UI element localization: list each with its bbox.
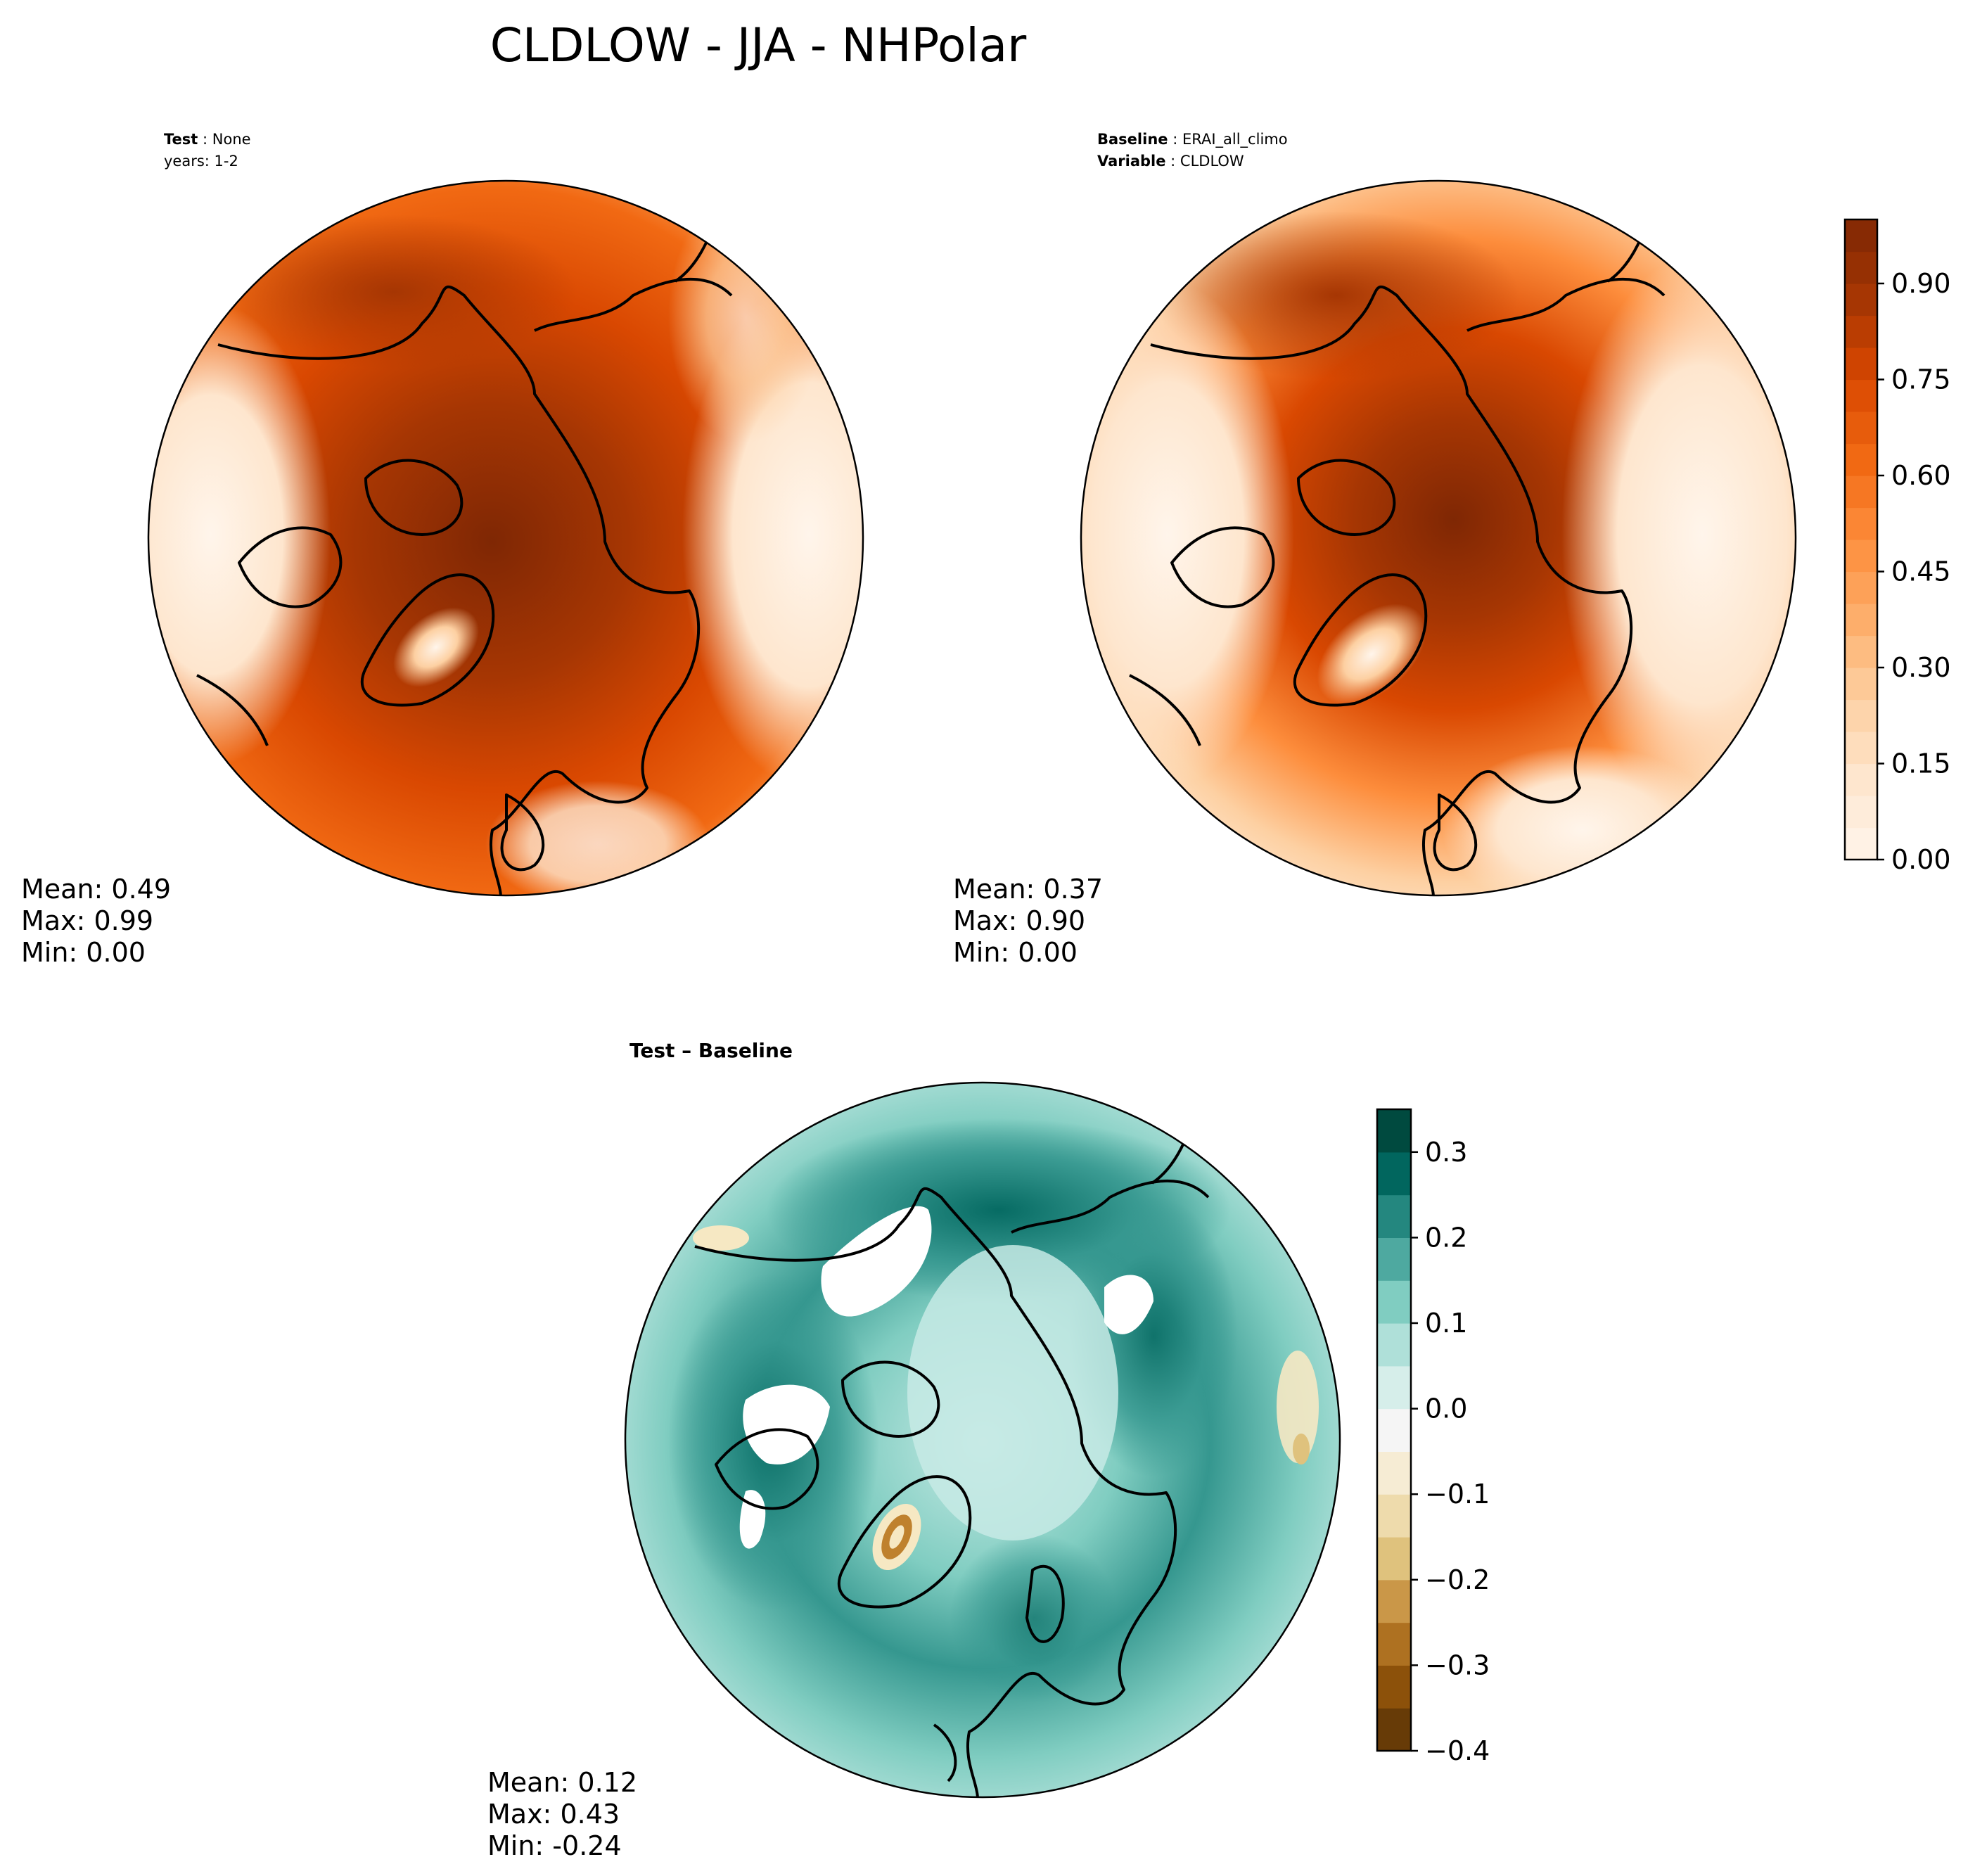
colorbar-difference-tick-label: −0.3 — [1425, 1650, 1490, 1680]
colorbar-difference-swatch — [1377, 1280, 1411, 1324]
test-label: Test : None — [164, 131, 251, 148]
baseline-label: Baseline : ERAI_all_climo — [1097, 131, 1288, 148]
variable-label-key: Variable — [1097, 153, 1165, 170]
colorbar-cloud-fraction-swatch — [1845, 604, 1877, 637]
colorbar-difference-tick-label: 0.2 — [1425, 1222, 1467, 1253]
test-label-key: Test — [164, 131, 198, 148]
colorbar-difference: 0.3 0.2 0.1 0.0 −0.1 −0.2 −0.3 −0.4 — [1376, 1108, 1490, 1766]
test-map — [148, 181, 863, 895]
colorbar-cloud-fraction-swatch — [1845, 476, 1877, 509]
baseline-label-value: ERAI_all_climo — [1182, 131, 1288, 148]
difference-min: Min: -0.24 — [487, 1830, 622, 1861]
variable-label: Variable : CLDLOW — [1097, 153, 1244, 170]
colorbar-cloud-fraction-swatch — [1845, 347, 1877, 381]
colorbar-cloud-fraction-frame — [1843, 218, 1879, 861]
colorbar-cloud-fraction-swatch — [1845, 251, 1877, 284]
test-label-value: None — [212, 131, 251, 148]
test-map-boundary — [147, 179, 864, 897]
colorbar-difference-tick-label: 0.0 — [1425, 1393, 1467, 1424]
variable-label-value: CLDLOW — [1180, 153, 1244, 170]
colorbar-cloud-fraction-swatch — [1845, 411, 1877, 445]
colorbar-difference-swatch — [1377, 1323, 1411, 1367]
colorbar-difference-tick-label: 0.1 — [1425, 1308, 1467, 1339]
colorbar-difference-tick-label: 0.3 — [1425, 1137, 1467, 1168]
colorbar-difference-tick-label: −0.4 — [1425, 1735, 1490, 1766]
colorbar-difference-swatch — [1377, 1579, 1411, 1623]
colorbar-cloud-fraction-tick-label: 0.45 — [1891, 556, 1951, 587]
colorbar-cloud-fraction-ticks: 0.00 0.15 0.30 0.45 0.60 0.75 0.90 — [1877, 268, 1951, 875]
baseline-panel: Baseline : ERAI_all_climo Variable : CLD… — [953, 131, 1797, 968]
colorbar-difference-swatch — [1377, 1451, 1411, 1495]
baseline-max: Max: 0.90 — [953, 905, 1085, 936]
colorbar-difference-ticks: 0.3 0.2 0.1 0.0 −0.1 −0.2 −0.3 −0.4 — [1411, 1137, 1490, 1766]
colorbar-difference-tick-label: −0.2 — [1425, 1564, 1490, 1595]
baseline-map — [1081, 181, 1796, 895]
test-years: years: 1-2 — [164, 153, 238, 170]
colorbar-difference-swatch — [1377, 1237, 1411, 1281]
colorbar-difference-swatch — [1377, 1494, 1411, 1538]
difference-label: Test – Baseline — [629, 1039, 793, 1062]
colorbar-cloud-fraction-swatch — [1845, 315, 1877, 348]
colorbar-difference-swatch — [1377, 1194, 1411, 1238]
test-max: Max: 0.99 — [21, 905, 153, 936]
colorbar-difference-swatch — [1377, 1365, 1411, 1410]
colorbar-cloud-fraction-swatch — [1845, 219, 1877, 253]
colorbar-cloud-fraction-tick-label: 0.75 — [1891, 364, 1951, 395]
colorbar-cloud-fraction: 0.00 0.15 0.30 0.45 0.60 0.75 0.90 — [1843, 218, 1951, 875]
colorbar-difference-swatch — [1377, 1109, 1411, 1153]
difference-mean: Mean: 0.12 — [487, 1767, 637, 1798]
colorbar-cloud-fraction-swatch — [1845, 507, 1877, 540]
colorbar-cloud-fraction-swatch — [1845, 732, 1877, 765]
colorbar-difference-tick-label: −0.1 — [1425, 1479, 1490, 1510]
colorbar-cloud-fraction-swatch — [1845, 827, 1877, 860]
colorbar-cloud-fraction-swatch — [1845, 699, 1877, 732]
colorbar-difference-swatches — [1377, 1109, 1411, 1751]
difference-panel: Test – Baseline — [487, 1039, 1341, 1861]
colorbar-cloud-fraction-swatch — [1845, 635, 1877, 668]
difference-map — [625, 1083, 1340, 1797]
colorbar-difference-swatch — [1377, 1151, 1411, 1196]
baseline-min: Min: 0.00 — [953, 937, 1078, 968]
colorbar-cloud-fraction-swatch — [1845, 443, 1877, 476]
colorbar-cloud-fraction-tick-label: 0.00 — [1891, 844, 1951, 875]
colorbar-cloud-fraction-tick-label: 0.30 — [1891, 652, 1951, 683]
colorbar-cloud-fraction-swatch — [1845, 379, 1877, 412]
colorbar-difference-frame — [1376, 1108, 1412, 1752]
colorbar-difference-swatch — [1377, 1408, 1411, 1452]
colorbar-cloud-fraction-tick-label: 0.15 — [1891, 748, 1951, 779]
colorbar-difference-swatch — [1377, 1622, 1411, 1666]
colorbar-cloud-fraction-swatch — [1845, 571, 1877, 604]
baseline-mean: Mean: 0.37 — [953, 874, 1103, 905]
colorbar-difference-swatch — [1377, 1708, 1411, 1751]
figure-title: CLDLOW - JJA - NHPolar — [490, 18, 1027, 72]
colorbar-cloud-fraction-tick-label: 0.60 — [1891, 460, 1951, 491]
colorbar-cloud-fraction-swatch — [1845, 540, 1877, 573]
difference-max: Max: 0.43 — [487, 1799, 620, 1830]
test-panel: Test : None years: 1-2 Mean: 0.49 Max: 0… — [21, 131, 864, 968]
colorbar-cloud-fraction-swatch — [1845, 668, 1877, 701]
colorbar-cloud-fraction-swatch — [1845, 763, 1877, 796]
colorbar-difference-swatch — [1377, 1665, 1411, 1709]
colorbar-cloud-fraction-swatch — [1845, 283, 1877, 317]
colorbar-cloud-fraction-swatch — [1845, 796, 1877, 829]
test-mean: Mean: 0.49 — [21, 874, 171, 905]
colorbar-cloud-fraction-swatches — [1845, 219, 1877, 860]
baseline-map-boundary — [1080, 179, 1797, 897]
colorbar-cloud-fraction-tick-label: 0.90 — [1891, 268, 1951, 299]
test-min: Min: 0.00 — [21, 937, 146, 968]
colorbar-difference-swatch — [1377, 1537, 1411, 1581]
baseline-label-key: Baseline — [1097, 131, 1168, 148]
difference-map-boundary — [624, 1081, 1341, 1799]
